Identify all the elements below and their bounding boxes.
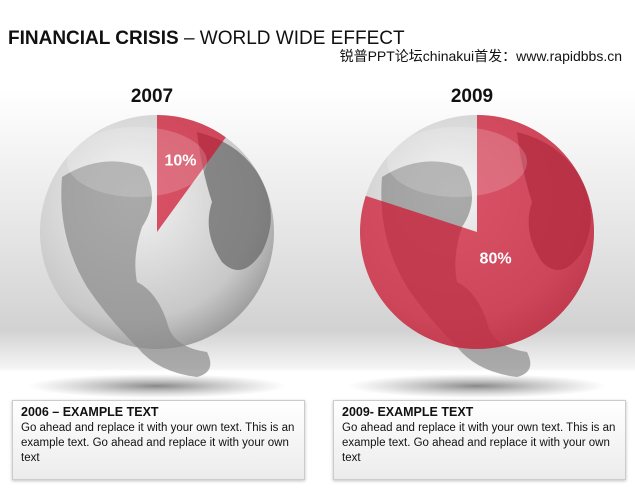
pie-slice [360, 115, 595, 349]
box-heading: 2006 – EXAMPLE TEXT [21, 405, 159, 419]
data-label: 10% [164, 153, 196, 170]
globe-shadow [27, 374, 287, 398]
watermark: 锐普PPT论坛chinakui首发：www.rapidbbs.cn [340, 48, 622, 64]
box-text: Go ahead and replace it with your own te… [21, 422, 295, 464]
text-box: 2009- EXAMPLE TEXT Go ahead and replace i… [333, 400, 626, 480]
continent [197, 132, 271, 270]
chart-title: 2009 [451, 86, 493, 107]
data-label: 80% [480, 251, 512, 268]
globe-highlight [67, 127, 207, 197]
title: FINANCIAL CRISIS – WORLD WIDE EFFECT [8, 28, 405, 49]
box-heading: 2009- EXAMPLE TEXT [342, 405, 474, 419]
pie-slice [157, 115, 226, 232]
box-text: Go ahead and replace it with your own te… [342, 422, 616, 464]
continent [61, 161, 211, 377]
chart-title: 2007 [131, 86, 173, 107]
globe-shadow [347, 374, 607, 398]
text-box: 2006 – EXAMPLE TEXT Go ahead and replace … [12, 400, 305, 480]
globe-highlight [387, 127, 527, 197]
